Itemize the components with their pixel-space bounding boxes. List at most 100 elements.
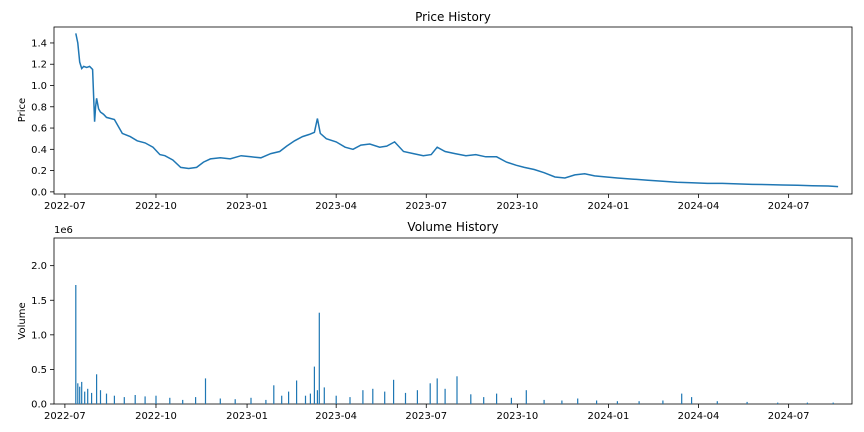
volume-bar (716, 401, 718, 404)
price-plot-area (53, 26, 853, 195)
price-y-tick-label: 1.2 (31, 60, 47, 71)
volume-bar (77, 383, 79, 405)
volume-x-tick-label: 2023-04 (315, 411, 357, 422)
price-title: Price History (415, 10, 491, 24)
volume-bar (113, 395, 115, 404)
volume-bar (416, 390, 418, 404)
volume-x-tick-label: 2024-01 (588, 411, 630, 422)
volume-bar (313, 366, 315, 404)
volume-bar (543, 399, 545, 404)
volume-bar (87, 388, 89, 404)
price-y-tick-label: 1.0 (31, 81, 47, 92)
volume-bar (195, 397, 197, 404)
volume-bar (318, 312, 320, 404)
volume-bar (372, 388, 374, 404)
volume-bar (281, 395, 283, 404)
volume-bar (561, 400, 563, 404)
volume-bar (219, 398, 221, 404)
volume-panel: Volume History 1e6 0.0 0.5 1.0 1.5 2.0 2022-… (17, 220, 853, 422)
volume-bar (75, 285, 77, 404)
price-y-tick-label: 0.0 (31, 187, 47, 198)
volume-bar (296, 380, 298, 404)
volume-bar (250, 397, 252, 404)
volume-bar (384, 391, 386, 404)
volume-bar (596, 400, 598, 404)
volume-bar (393, 379, 395, 404)
volume-bar (323, 387, 325, 404)
volume-x-axis: 2022-07 2022-10 2023-01 2023-04 2023-07 2023-… (44, 404, 810, 422)
price-y-tick-label: 0.2 (31, 166, 47, 177)
volume-bar (91, 392, 93, 404)
volume-bar (155, 395, 157, 404)
volume-bar (806, 402, 808, 404)
volume-bar (777, 402, 779, 404)
price-y-label: Price (17, 98, 28, 122)
price-y-tick-label: 0.4 (31, 145, 47, 156)
volume-x-tick-label: 2022-10 (135, 411, 177, 422)
volume-bar (204, 378, 207, 404)
volume-bar (349, 397, 351, 404)
volume-y-axis: 0.0 0.5 1.0 1.5 2.0 (31, 261, 54, 411)
volume-bar (662, 400, 664, 404)
price-x-tick-label: 2024-01 (588, 201, 630, 212)
volume-y-tick-label: 2.0 (31, 261, 47, 272)
price-x-tick-label: 2023-04 (315, 201, 357, 212)
volume-bar (470, 394, 472, 404)
volume-bar (510, 397, 512, 404)
price-panel: Price History 0.0 0.2 0.4 0.6 0.8 1.0 1.2 1.4 2… (17, 10, 853, 212)
volume-x-tick-label: 2023-01 (226, 411, 268, 422)
volume-bar (288, 391, 290, 404)
volume-series-bars (75, 285, 834, 405)
volume-bar (681, 393, 683, 404)
volume-bar (525, 390, 527, 404)
volume-bar (84, 391, 86, 404)
volume-bar (316, 390, 318, 404)
price-y-axis: 0.0 0.2 0.4 0.6 0.8 1.0 1.2 1.4 (31, 38, 54, 198)
price-x-tick-label: 2024-07 (768, 201, 810, 212)
volume-bar (304, 395, 307, 404)
volume-bar (99, 390, 102, 404)
volume-x-tick-label: 2024-07 (768, 411, 810, 422)
volume-y-tick-label: 0.5 (31, 365, 47, 376)
volume-bar (96, 374, 98, 404)
volume-bar (832, 402, 834, 404)
volume-x-tick-label: 2024-04 (678, 411, 720, 422)
volume-bar (265, 399, 267, 404)
volume-y-tick-label: 1.5 (31, 296, 47, 307)
volume-x-tick-label: 2022-07 (44, 411, 86, 422)
volume-bar (616, 401, 618, 404)
price-series-line (75, 33, 839, 188)
volume-bar (577, 398, 579, 404)
price-y-tick-label: 1.4 (31, 38, 47, 49)
volume-y-tick-label: 0.0 (31, 400, 47, 411)
volume-bar (144, 396, 146, 404)
volume-title: Volume History (407, 220, 498, 234)
volume-y-tick-label: 1.0 (31, 330, 47, 341)
volume-bar (81, 381, 83, 404)
volume-bar (638, 401, 640, 404)
volume-bar (273, 385, 275, 404)
volume-bar (169, 397, 171, 404)
volume-plot-area (53, 237, 853, 405)
volume-bar (123, 397, 125, 404)
volume-bar (691, 397, 693, 404)
price-x-tick-label: 2023-10 (496, 201, 538, 212)
volume-bar (496, 393, 498, 404)
price-x-tick-label: 2024-04 (678, 201, 720, 212)
volume-offset-label: 1e6 (54, 225, 73, 236)
price-y-tick-label: 0.8 (31, 102, 47, 113)
price-x-tick-label: 2022-10 (135, 201, 177, 212)
volume-bar (404, 392, 407, 404)
price-x-tick-label: 2022-07 (44, 201, 86, 212)
volume-bar (746, 401, 748, 404)
volume-bar (234, 399, 236, 404)
volume-bar (134, 395, 136, 404)
volume-bar (436, 378, 438, 404)
price-x-tick-label: 2023-07 (405, 201, 447, 212)
volume-x-tick-label: 2023-10 (496, 411, 538, 422)
volume-bar (182, 399, 184, 404)
volume-bar (429, 383, 431, 405)
volume-bar (444, 388, 446, 404)
volume-y-label: Volume (17, 302, 28, 339)
